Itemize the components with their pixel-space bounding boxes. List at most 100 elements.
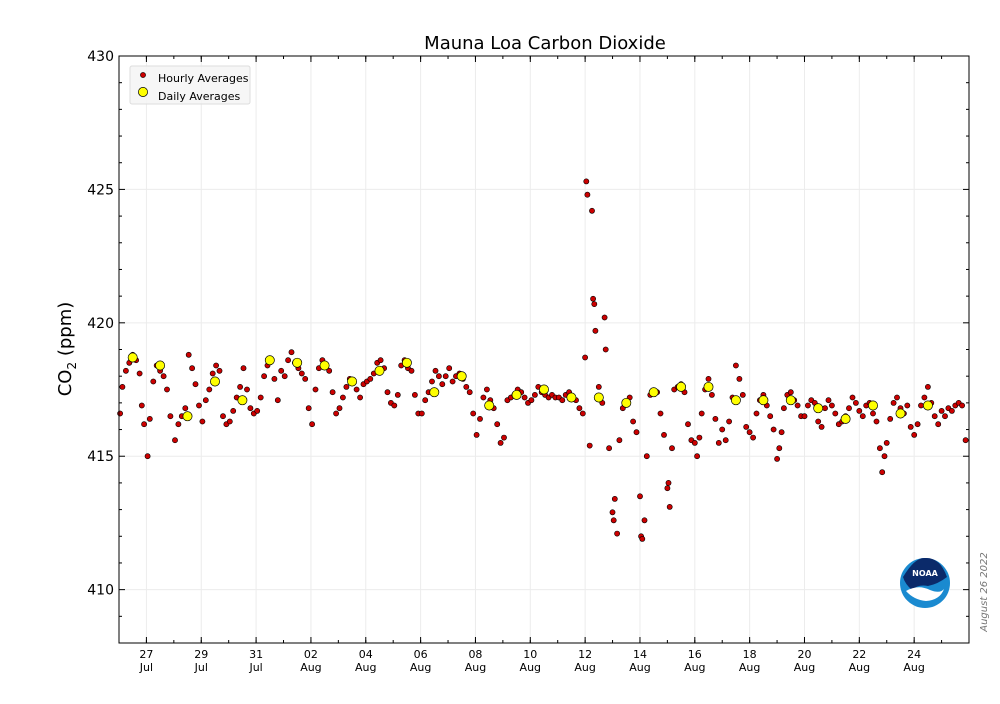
hourly-point — [466, 389, 473, 396]
daily-point — [319, 360, 330, 371]
hourly-point — [914, 421, 921, 428]
hourly-point — [712, 415, 719, 422]
daily-point — [155, 360, 166, 371]
hourly-point — [743, 423, 750, 430]
y-tick-labels: 410 415 420 425 430 — [87, 49, 114, 599]
hourly-point — [904, 402, 911, 409]
hourly-point — [247, 405, 254, 412]
daily-point — [922, 400, 933, 411]
hourly-point — [849, 394, 856, 401]
hourly-point — [146, 415, 153, 422]
hourly-point — [138, 402, 145, 409]
hourly-point — [949, 407, 955, 414]
hourly-point — [391, 402, 398, 409]
hourly-point — [815, 418, 822, 425]
hourly-point — [442, 373, 449, 380]
hourly-point — [167, 413, 174, 420]
hourly-point — [942, 413, 948, 420]
hourly-point — [881, 453, 888, 460]
hourly-point — [879, 469, 886, 476]
daily-point — [539, 384, 549, 395]
hourly-point — [633, 429, 640, 436]
hourly-point — [326, 367, 333, 374]
hourly-point — [774, 455, 780, 462]
hourly-point — [877, 445, 883, 452]
hourly-point — [353, 386, 360, 393]
hourly-point — [254, 407, 261, 414]
daily-point — [813, 403, 824, 414]
hourly-point — [589, 207, 595, 214]
hourly-point — [329, 389, 336, 396]
hourly-point — [794, 402, 801, 409]
x-tick-label-day: 31 — [249, 648, 263, 661]
x-tick-label-month: Jul — [194, 661, 208, 674]
hourly-point — [805, 402, 811, 409]
hourly-point — [274, 397, 281, 404]
x-tick-label-day: 22 — [852, 648, 866, 661]
hourly-point — [818, 423, 825, 430]
hourly-point — [384, 389, 391, 396]
legend: Hourly Averages Daily Averages — [129, 65, 251, 105]
hourly-point — [175, 421, 182, 428]
hourly-point — [726, 418, 732, 425]
y-axis-label-subscript: 2 — [65, 362, 79, 370]
hourly-point — [483, 386, 490, 393]
daily-point — [758, 395, 769, 406]
x-tick-label-day: 20 — [797, 648, 811, 661]
hourly-point — [938, 407, 945, 414]
daily-point — [730, 395, 741, 406]
hourly-point — [736, 375, 743, 382]
hourly-point — [117, 410, 123, 417]
hourly-point — [309, 421, 315, 428]
noaa-logo-wave-icon — [906, 587, 944, 601]
hourly-point — [767, 413, 774, 420]
hourly-point — [770, 426, 777, 433]
hourly-point — [709, 391, 715, 398]
hourly-point — [136, 370, 143, 377]
hourly-point — [887, 415, 894, 422]
hourly-point — [931, 413, 938, 420]
hourly-point — [278, 367, 285, 374]
hourly-point — [918, 402, 924, 409]
hourly-point — [610, 517, 617, 524]
daily-point — [840, 413, 851, 424]
hourly-point — [691, 439, 698, 446]
noaa-logo: NOAA — [900, 557, 950, 608]
hourly-point — [429, 378, 435, 385]
y-tick-label: 425 — [87, 182, 114, 198]
daily-point — [703, 381, 714, 392]
legend-label-daily: Daily Averages — [158, 90, 241, 103]
plot-frame — [118, 55, 970, 644]
hourly-point — [480, 394, 487, 401]
hourly-point — [298, 370, 305, 377]
hourly-point — [822, 405, 828, 412]
hourly-point — [182, 405, 189, 412]
hourly-point — [870, 410, 876, 417]
x-tick-label-day: 12 — [578, 648, 592, 661]
hourly-point — [750, 434, 756, 441]
hourly-point — [959, 402, 965, 409]
x-tick-label-day: 16 — [688, 648, 702, 661]
hourly-point — [288, 349, 295, 356]
hourly-point — [787, 389, 794, 396]
hourly-point — [189, 365, 195, 372]
daily-series — [127, 352, 933, 424]
hourly-point — [216, 367, 223, 374]
x-tick-label-month: Jul — [248, 661, 262, 674]
hourly-point — [661, 431, 667, 438]
legend-marker-daily — [138, 87, 148, 97]
hourly-point — [501, 434, 507, 441]
x-tick-label-day: 14 — [633, 648, 647, 661]
date-watermark: August 26 2022 — [979, 552, 990, 633]
hourly-point — [781, 405, 787, 412]
hourly-point — [832, 410, 839, 417]
noaa-logo-bird-icon — [903, 557, 947, 590]
hourly-point — [639, 536, 646, 542]
hourly-point — [244, 386, 250, 393]
hourly-point — [873, 418, 880, 425]
hourly-point — [377, 357, 384, 364]
hourly-point — [123, 367, 129, 374]
daily-point — [456, 371, 467, 382]
